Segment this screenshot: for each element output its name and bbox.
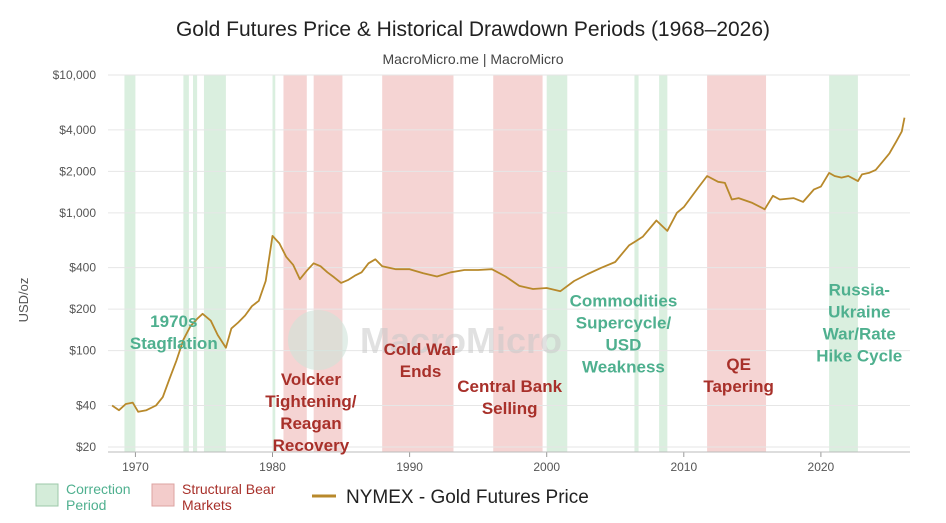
correction-band-4 xyxy=(272,75,276,452)
annotation-line: Cold War xyxy=(384,340,458,359)
correction-band-6 xyxy=(634,75,639,452)
chart-title: Gold Futures Price & Historical Drawdown… xyxy=(176,18,770,41)
chart-subtitle: MacroMicro.me | MacroMicro xyxy=(383,51,564,67)
legend-line: Markets xyxy=(182,497,232,513)
annotation-line: QE xyxy=(726,355,751,374)
y-tick-label: $400 xyxy=(69,261,96,275)
correction-band-2 xyxy=(192,75,198,452)
y-axis-ticks: $20 $40 $100 $200 $400 $1,000 $2,000 $4,000 $10,… xyxy=(53,68,97,454)
y-axis-label: USD/oz xyxy=(16,278,31,323)
y-tick-label: $2,000 xyxy=(59,164,96,178)
annotation-1: Volcker Tightening/Reagan Recovery xyxy=(265,370,357,455)
correction-band-5 xyxy=(546,75,568,452)
y-tick-label: $20 xyxy=(76,440,96,454)
annotations: 1970s Stagflation Volcker Tightening/Reagan… xyxy=(130,281,902,456)
series-layer xyxy=(111,117,906,413)
y-tick-label: $40 xyxy=(76,399,96,413)
y-tick-label: $1,000 xyxy=(59,206,96,220)
annotation-line: Weakness xyxy=(582,358,665,377)
shaded-periods xyxy=(124,75,858,452)
annotation-line: Commodities xyxy=(570,292,678,311)
watermark-logo xyxy=(288,310,348,370)
legend-bear-swatch xyxy=(151,483,175,507)
annotation-line: Russia- xyxy=(829,281,890,300)
legend-line: Correction xyxy=(66,481,131,497)
y-tick-label: $4,000 xyxy=(59,123,96,137)
x-tick-label: 1990 xyxy=(396,460,423,474)
y-tick-label: $10,000 xyxy=(53,68,97,82)
annotation-line: Tapering xyxy=(703,377,774,396)
correction-band-1 xyxy=(183,75,189,452)
x-tick-label: 1980 xyxy=(259,460,286,474)
correction-band-3 xyxy=(203,75,226,452)
x-tick-label: 2010 xyxy=(670,460,697,474)
annotation-line: USD xyxy=(606,336,642,355)
legend-line: Structural Bear xyxy=(182,481,276,497)
bear-market-band-1 xyxy=(313,75,343,452)
annotation-line: Tightening/ xyxy=(265,392,357,411)
correction-band-7 xyxy=(659,75,668,452)
annotation-5: QE Tapering xyxy=(703,355,774,396)
annotation-line: Volcker xyxy=(281,370,342,389)
x-tick-label: 2000 xyxy=(533,460,560,474)
legend-correction-swatch xyxy=(35,483,59,507)
annotation-line: War/Rate xyxy=(823,325,896,344)
annotation-line: Hike Cycle xyxy=(816,347,902,366)
legend: Correction Period Structural Bear Markets NY… xyxy=(35,481,589,513)
correction-band-0 xyxy=(124,75,136,452)
annotation-4: Commodities Supercycle/USD Weakness xyxy=(570,292,678,377)
y-tick-label: $100 xyxy=(69,344,96,358)
y-tick-label: $200 xyxy=(69,302,96,316)
annotation-line: 1970s xyxy=(150,312,197,331)
annotation-2: Cold War Ends xyxy=(384,340,458,381)
legend-correction-label: Correction Period xyxy=(66,481,131,513)
annotation-line: Recovery xyxy=(273,436,350,455)
bear-market-band-2 xyxy=(382,75,454,452)
gridlines xyxy=(108,74,910,448)
legend-line-label: NYMEX - Gold Futures Price xyxy=(346,487,589,508)
annotation-line: Supercycle/ xyxy=(576,314,672,333)
bear-market-band-4 xyxy=(707,75,767,452)
correction-band-8 xyxy=(829,75,858,452)
legend-bear-label: Structural Bear Markets xyxy=(182,481,276,513)
annotation-line: Reagan xyxy=(280,414,341,433)
annotation-0: 1970s Stagflation xyxy=(130,312,218,353)
annotation-6: Russia- Ukraine War/Rate Hike Cycle xyxy=(816,281,902,366)
bear-market-band-3 xyxy=(493,75,543,452)
annotation-line: Ukraine xyxy=(828,303,890,322)
watermark: MacroMicro xyxy=(288,310,562,370)
x-tick-label: 2020 xyxy=(808,460,835,474)
annotation-line: Central Bank xyxy=(457,377,562,396)
annotation-3: Central Bank Selling xyxy=(457,377,562,418)
gold-price-line xyxy=(111,117,906,413)
annotation-line: Selling xyxy=(482,399,538,418)
annotation-line: Ends xyxy=(400,362,442,381)
annotation-line: Stagflation xyxy=(130,334,218,353)
x-tick-label: 1970 xyxy=(122,460,149,474)
x-axis-ticks: 1970 1980 1990 2000 2010 2020 xyxy=(122,452,835,474)
watermark-text: MacroMicro xyxy=(360,320,562,361)
legend-line: Period xyxy=(66,497,106,513)
